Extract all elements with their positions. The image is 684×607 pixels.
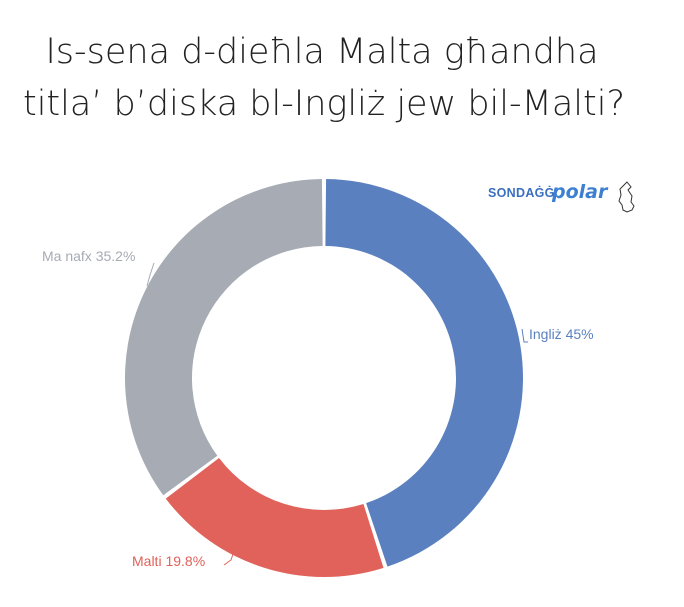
- leader-line-ingliz: [521, 328, 528, 343]
- leader-line-ma-nafx: [146, 262, 155, 287]
- chart-title-line-1: Is-sena d-dieħla Malta għandha: [45, 32, 598, 72]
- slice-label-ma-nafx: Ma nafx 35.2%: [42, 248, 135, 264]
- brand-name: polar: [551, 181, 609, 203]
- map-of-malta-icon: [618, 181, 635, 213]
- slice-label-malti: Malti 19.8%: [132, 553, 205, 569]
- slice-malti: [165, 458, 384, 577]
- slice-label-ingliz: Ingliż 45%: [529, 326, 594, 342]
- leader-line-malti: [223, 550, 235, 566]
- chart-title-line-2: titla’ b’diska bl-Ingliż jew bil-Malti?: [23, 84, 625, 124]
- slice-ingliz: [325, 179, 523, 567]
- slice-ma-nafx: [125, 179, 323, 496]
- brand-prefix: SONDAĠĠ: [488, 185, 555, 200]
- label-leader-lines: [146, 262, 528, 566]
- donut-slices: [125, 179, 523, 577]
- sondagg-polar-logo: SONDAĠĠ polar: [488, 181, 635, 213]
